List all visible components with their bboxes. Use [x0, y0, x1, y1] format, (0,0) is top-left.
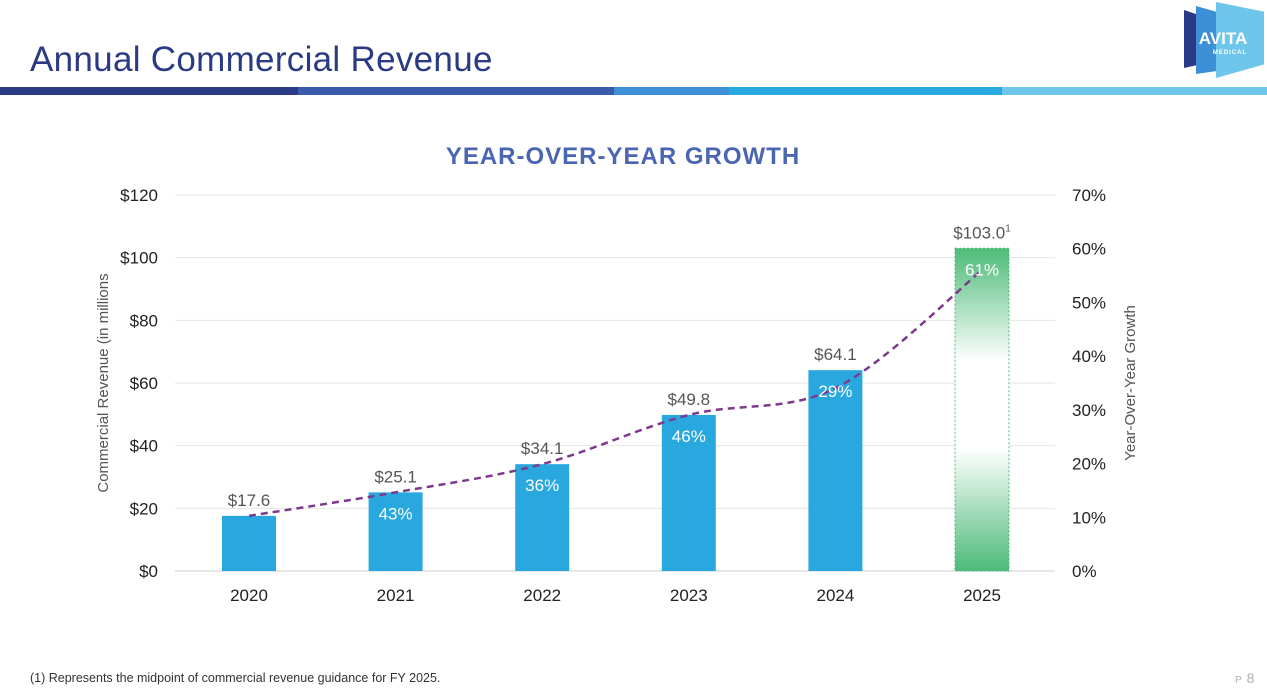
y2-axis-label: Year-Over-Year Growth: [1122, 305, 1139, 461]
header-stripe-5: [1002, 87, 1267, 95]
y2-tick-label: 40%: [1072, 347, 1106, 366]
value-label: $17.6: [228, 491, 271, 510]
x-tick-label: 2024: [816, 586, 854, 605]
header-stripe-4: [729, 87, 1002, 95]
y2-tick-label: 30%: [1072, 401, 1106, 420]
x-tick-label: 2022: [523, 586, 561, 605]
x-tick-label: 2021: [377, 586, 415, 605]
growth-label: 46%: [672, 427, 706, 446]
y2-tick-label: 0%: [1072, 562, 1097, 581]
forecast-bar: [954, 247, 1010, 572]
y-tick-label: $20: [130, 499, 158, 518]
growth-label: 43%: [379, 504, 413, 523]
footnote-marker: 1: [1005, 223, 1011, 234]
avita-medical-logo: AVITA MEDICAL: [1184, 2, 1264, 78]
y2-tick-label: 50%: [1072, 293, 1106, 312]
header-stripe-1: [0, 87, 298, 95]
value-label: $25.1: [374, 467, 417, 486]
page-title: Annual Commercial Revenue: [30, 40, 493, 79]
revenue-bar: [222, 515, 276, 571]
y-tick-label: $60: [130, 374, 158, 393]
y2-tick-label: 20%: [1072, 455, 1106, 474]
y2-tick-label: 60%: [1072, 240, 1106, 259]
value-label: $49.8: [668, 390, 711, 409]
value-label: $103.01: [953, 223, 1011, 242]
trend-line: [248, 269, 983, 518]
y-axis-label: Commercial Revenue (in millions: [95, 273, 112, 492]
logo-subtitle: MEDICAL: [1213, 50, 1247, 56]
header-stripe-2: [298, 87, 614, 95]
footnote: (1) Represents the midpoint of commercia…: [30, 671, 441, 685]
growth-label: 36%: [525, 476, 559, 495]
value-label: $64.1: [814, 345, 857, 364]
y-tick-label: $0: [139, 562, 158, 581]
x-tick-label: 2020: [230, 586, 268, 605]
value-label: $34.1: [521, 439, 564, 458]
y-tick-label: $120: [120, 186, 158, 205]
revenue-bar: [515, 464, 570, 571]
y-tick-label: $40: [130, 437, 158, 456]
y2-tick-label: 10%: [1072, 508, 1106, 527]
y2-tick-label: 70%: [1072, 186, 1106, 205]
page-number-value: 8: [1246, 670, 1255, 686]
revenue-bar: [808, 370, 863, 571]
logo-wordmark: AVITA: [1199, 29, 1247, 48]
growth-label: 61%: [965, 260, 999, 279]
y-tick-label: $80: [130, 311, 158, 330]
revenue-bar: [661, 414, 716, 571]
growth-label: 29%: [818, 382, 852, 401]
x-tick-label: 2023: [670, 586, 708, 605]
revenue-bar: [368, 492, 423, 571]
x-tick-label: 2025: [963, 586, 1001, 605]
header-stripe-3: [614, 87, 729, 95]
chart-title: YEAR-OVER-YEAR GROWTH: [446, 143, 800, 170]
page-prefix: P: [1235, 675, 1242, 686]
y-tick-label: $100: [120, 249, 158, 268]
